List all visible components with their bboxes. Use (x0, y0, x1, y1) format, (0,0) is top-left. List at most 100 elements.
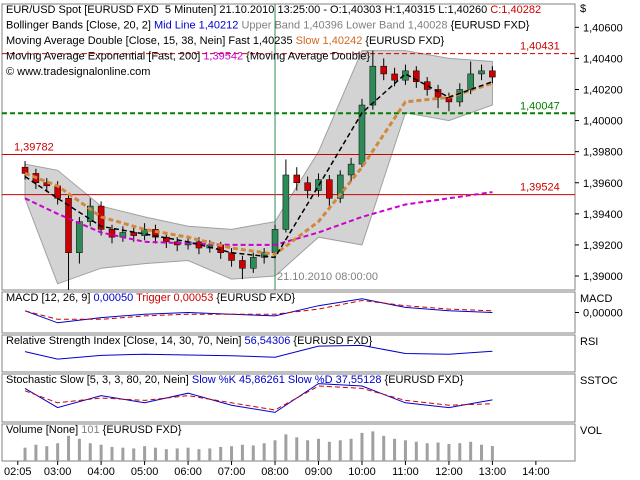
legend-text: {EURUSD FXD} (293, 335, 372, 347)
y-tick-label: 1,39000 (583, 271, 623, 283)
volume-bar (273, 440, 277, 461)
legend-text: Mid Line 1,40212 (154, 20, 241, 32)
candle-body (369, 65, 377, 106)
volume-bar (45, 446, 49, 461)
candle-body (87, 205, 94, 222)
candle-body (489, 70, 496, 78)
candle-body (76, 221, 83, 253)
legend-text: Slow 1,40242 (296, 35, 366, 47)
legend-line: EUR/USD Spot [EURUSD FXD 5 Minuten] 21.1… (6, 4, 541, 16)
x-tick-label: 04:00 (87, 466, 115, 478)
legend-text: {EURUSD FXD} (216, 292, 295, 304)
legend-text: Slow %K 45,86261 (192, 374, 288, 386)
legend-line: Stochastic Slow [5, 3, 3, 80, 20, Nein] … (6, 374, 464, 386)
candle-body (260, 252, 268, 258)
indicator-line (24, 298, 493, 324)
axis-label: $ (580, 3, 586, 15)
bollinger-area (24, 50, 493, 285)
candle-body (434, 89, 442, 98)
x-tick-label: 13:00 (479, 466, 507, 478)
legend-text: 56,54306 (244, 335, 293, 347)
x-tick-label: 14:00 (522, 466, 550, 478)
volume-bar (208, 448, 212, 461)
candle-body (380, 65, 387, 75)
y-tick-label: 1,40200 (583, 84, 623, 96)
legend-text: Relative Strength Index [Close, 14, 30, … (6, 335, 244, 347)
legend-text: {EURUSD FXD} (385, 374, 464, 386)
volume-bar (316, 438, 320, 461)
volume-bar (327, 441, 331, 461)
legend-text: Trigger 0,00053 (136, 292, 216, 304)
legend-line: MACD [12, 26, 9] 0,00050 Trigger 0,00053… (6, 292, 296, 304)
volume-bar (425, 443, 429, 461)
indicator-line (24, 383, 493, 413)
volume-bar (295, 437, 299, 461)
volume-bar (382, 435, 386, 461)
volume-bar (186, 447, 190, 461)
volume-bar (349, 438, 353, 461)
volume-bar (414, 441, 418, 461)
x-tick-label: 06:00 (174, 466, 202, 478)
volume-bar (338, 440, 342, 461)
legend-text: Volume [None] (6, 424, 81, 436)
candle-body (250, 257, 257, 269)
candle-body (467, 73, 474, 90)
volume-bar (23, 447, 27, 461)
indicator-line (24, 72, 493, 259)
volume-bar (56, 443, 60, 461)
legend-line: Moving Average Double [Close, 15, 38, Ne… (6, 35, 445, 47)
candle-body (293, 174, 301, 183)
legend-text: {EURUSD FXD} (365, 35, 444, 47)
legend-text: Moving Average Double [Close, 15, 38, Ne… (6, 35, 296, 47)
volume-bar (77, 438, 81, 461)
candle-body (347, 163, 355, 176)
legend-text: © www.tradesignalonline.com (6, 66, 150, 78)
candle-body (228, 252, 235, 261)
legend-text: Moving Average Exponential [Fast, 200] (6, 51, 203, 63)
y-tick-label: 1,40000 (583, 116, 623, 128)
x-tick-label: 10:00 (348, 466, 376, 478)
x-tick-label: 11:00 (392, 466, 419, 478)
volume-bar (121, 447, 125, 461)
legend-line: Moving Average Exponential [Fast, 200] 1… (6, 51, 370, 63)
legend-text: 1,39542 (203, 51, 246, 63)
axis-label: VOL (580, 425, 602, 437)
legend-text: EUR/USD Spot [EURUSD FXD 5 Minuten] 21.1… (6, 4, 490, 16)
volume-bar (360, 432, 364, 461)
x-tick-label: 02:05 (4, 466, 32, 478)
legend-line: Volume [None] 101 {EURUSD FXD} (6, 424, 182, 436)
y-tick-label: 1,39600 (583, 178, 623, 190)
plot-area (24, 383, 493, 413)
candle-body (336, 174, 344, 199)
legend-line: Bollinger Bands [Close, 20, 2] Mid Line … (6, 20, 530, 32)
volume-bar (436, 442, 440, 461)
level-label: 1,39782 (14, 141, 54, 153)
volume-bar (143, 446, 147, 461)
volume-bar (132, 448, 136, 461)
y-tick-label: 1,39200 (583, 240, 623, 252)
candle-body (391, 73, 398, 81)
volume-bar (88, 443, 92, 461)
volume-bar (284, 434, 288, 461)
volume-bar (67, 435, 71, 461)
candle-body (163, 236, 170, 243)
candle-body (423, 81, 431, 90)
volume-bar (458, 443, 462, 461)
legend-text: MACD [12, 26, 9] (6, 292, 93, 304)
level-label: 1,40047 (520, 100, 560, 112)
panel-frame (1, 423, 576, 462)
candle-body (478, 70, 485, 75)
legend-text: Stochastic Slow [5, 3, 3, 80, 20, Nein] (6, 374, 192, 386)
volume-bar (469, 441, 473, 461)
volume-bar (219, 446, 223, 461)
y-tick-label: 1,39800 (583, 147, 623, 159)
volume-bar (197, 449, 201, 461)
volume-bar (447, 443, 451, 461)
volume-bar (262, 443, 266, 461)
axis-label: SSTOC (580, 375, 618, 387)
axis-label: RSI (580, 336, 598, 348)
legend-text: 0,00050 (93, 292, 136, 304)
candle-body (141, 229, 148, 236)
candle-body (21, 166, 29, 174)
